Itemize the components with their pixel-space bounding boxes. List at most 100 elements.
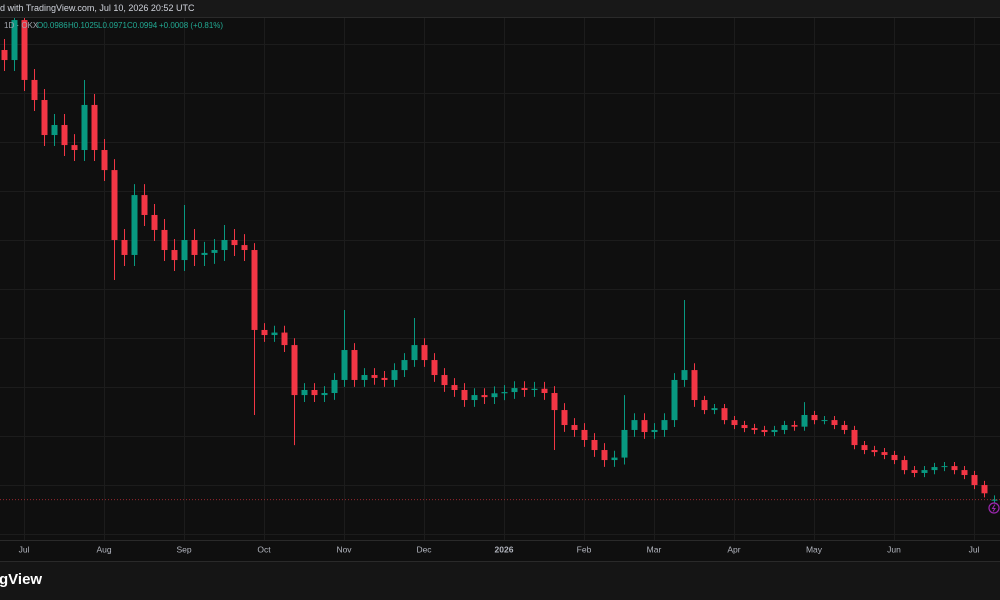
legend-open: O0.0986 bbox=[37, 21, 68, 30]
event-icon[interactable] bbox=[988, 502, 1000, 514]
candle-body bbox=[51, 125, 58, 136]
candle-body bbox=[851, 429, 858, 446]
candle-body bbox=[681, 370, 688, 380]
candle-body bbox=[451, 385, 458, 390]
candle-body bbox=[961, 470, 968, 476]
candle-body bbox=[331, 379, 338, 394]
x-tick-label: Jul bbox=[19, 544, 30, 554]
x-tick-label: Dec bbox=[416, 544, 432, 554]
candle-body bbox=[291, 345, 298, 396]
candle-body bbox=[501, 392, 508, 394]
candle-body bbox=[721, 408, 728, 421]
candle-body bbox=[811, 414, 818, 421]
x-axis: Jul Aug Sep Oct Nov Dec 2026 Feb Mar Apr May Jun Jul bbox=[19, 544, 980, 554]
candle-body bbox=[251, 250, 258, 330]
event-icon-bolt bbox=[991, 504, 996, 512]
candle-body bbox=[521, 388, 528, 390]
candle-body bbox=[141, 195, 148, 215]
bottom-bar bbox=[0, 562, 1000, 600]
candle-body bbox=[741, 425, 748, 429]
candle-body bbox=[211, 250, 218, 253]
candle-body bbox=[751, 428, 758, 430]
candle-body bbox=[371, 375, 378, 378]
candle-body bbox=[411, 345, 418, 361]
candle-body bbox=[111, 170, 118, 240]
candle-body bbox=[201, 252, 208, 255]
candle-body bbox=[351, 350, 358, 380]
candle-body bbox=[81, 104, 88, 151]
candle-body bbox=[661, 420, 668, 430]
candle-body bbox=[801, 414, 808, 427]
candle-body bbox=[221, 239, 228, 251]
candle-body bbox=[731, 420, 738, 426]
legend-high: H0.1025 bbox=[68, 21, 99, 30]
candle-body bbox=[171, 250, 178, 261]
candle-body bbox=[401, 360, 408, 371]
candle-body bbox=[841, 425, 848, 430]
candle-body bbox=[971, 475, 978, 486]
candle-body bbox=[241, 245, 248, 251]
legend-low: L0.0971 bbox=[98, 21, 127, 30]
candle-body bbox=[901, 460, 908, 471]
candle-body bbox=[641, 420, 648, 433]
candle-body bbox=[911, 470, 918, 473]
candle-body bbox=[261, 329, 268, 336]
candle-body bbox=[21, 20, 28, 80]
candle-body bbox=[691, 370, 698, 401]
x-tick-label: Sep bbox=[176, 544, 191, 554]
candles bbox=[0, 18, 1000, 503]
candle-body bbox=[311, 389, 318, 396]
candle-body bbox=[121, 239, 128, 255]
candle-body bbox=[541, 388, 548, 394]
candle-body bbox=[951, 466, 958, 471]
candle-body bbox=[621, 429, 628, 458]
candle-body bbox=[481, 395, 488, 398]
candle-body bbox=[151, 214, 158, 230]
x-tick-label: Nov bbox=[336, 544, 352, 554]
candle-body bbox=[431, 360, 438, 376]
candle-body bbox=[361, 375, 368, 380]
candle-body bbox=[791, 425, 798, 427]
candle-body bbox=[631, 420, 638, 430]
x-tick-label: Apr bbox=[727, 544, 740, 554]
x-tick-label: Feb bbox=[577, 544, 592, 554]
candle-body bbox=[941, 466, 948, 468]
candle-body bbox=[551, 393, 558, 411]
candle-body bbox=[381, 377, 388, 380]
candle-body bbox=[671, 379, 678, 421]
candle-body bbox=[861, 445, 868, 451]
candle-body bbox=[491, 393, 498, 398]
candle-body bbox=[651, 429, 658, 433]
candle-body bbox=[981, 485, 988, 494]
legend: 1D · OKX O0.0986 H0.1025 L0.0971 C0.0994… bbox=[4, 21, 223, 30]
candle-body bbox=[231, 239, 238, 246]
candle-body bbox=[301, 389, 308, 396]
candle-body bbox=[61, 125, 68, 146]
candle-body bbox=[391, 370, 398, 380]
x-tick-label: Jul bbox=[969, 544, 980, 554]
candle-body bbox=[881, 452, 888, 455]
candle-body bbox=[561, 410, 568, 426]
candle-body bbox=[711, 408, 718, 411]
candle-body bbox=[511, 388, 518, 393]
x-tick-label: May bbox=[806, 544, 823, 554]
candle-body bbox=[991, 499, 998, 501]
x-tick-label: Jun bbox=[887, 544, 901, 554]
candle-body bbox=[1, 50, 8, 61]
candle-body bbox=[571, 425, 578, 430]
brand-logo: gView bbox=[0, 571, 42, 588]
caption: d with TradingView.com, Jul 10, 2026 20:… bbox=[0, 3, 195, 13]
candle-body bbox=[701, 400, 708, 411]
candle-body bbox=[71, 145, 78, 151]
candle-body bbox=[461, 389, 468, 401]
x-tick-label: Oct bbox=[257, 544, 271, 554]
candle-body bbox=[591, 439, 598, 451]
candle-body bbox=[341, 350, 348, 380]
candle-body bbox=[761, 429, 768, 433]
legend-symbol: 1D · OKX bbox=[4, 21, 39, 30]
x-tick-label: 2026 bbox=[495, 544, 514, 554]
candle-body bbox=[471, 395, 478, 401]
candle-body bbox=[41, 100, 48, 136]
